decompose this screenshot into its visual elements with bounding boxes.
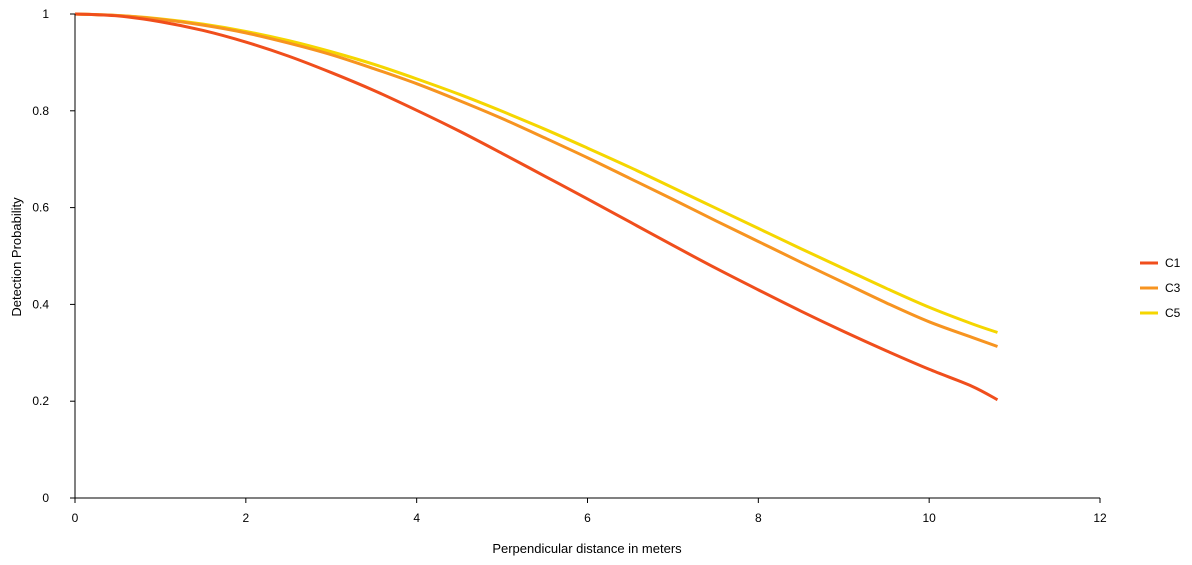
legend: C1 C3 C5 <box>1140 256 1181 320</box>
plot-area <box>74 12 999 402</box>
x-tick-label: 6 <box>584 511 591 525</box>
y-tick-label: 0.2 <box>32 394 49 408</box>
y-tick-label: 0.6 <box>32 201 49 215</box>
y-tick-label: 1 <box>42 7 49 21</box>
x-tick-label: 12 <box>1093 511 1107 525</box>
x-tick-label: 2 <box>242 511 249 525</box>
legend-label-c5: C5 <box>1165 306 1181 320</box>
x-axis-title: Perpendicular distance in meters <box>492 541 682 556</box>
x-tick-label: 4 <box>413 511 420 525</box>
series-line-c1 <box>74 12 999 402</box>
x-tick-label: 10 <box>922 511 936 525</box>
y-tick-label: 0 <box>42 491 49 505</box>
legend-label-c1: C1 <box>1165 256 1181 270</box>
series-line-c3 <box>74 12 999 348</box>
axes: 0 2 4 6 8 10 12 0 0.2 0.4 0.6 0.8 1 <box>32 7 1107 525</box>
y-tick-label: 0.8 <box>32 104 49 118</box>
y-axis-title: Detection Probability <box>9 197 24 317</box>
y-tick-label: 0.4 <box>32 297 49 311</box>
x-tick-label: 8 <box>755 511 762 525</box>
x-tick-label: 0 <box>72 511 79 525</box>
legend-label-c3: C3 <box>1165 281 1181 295</box>
